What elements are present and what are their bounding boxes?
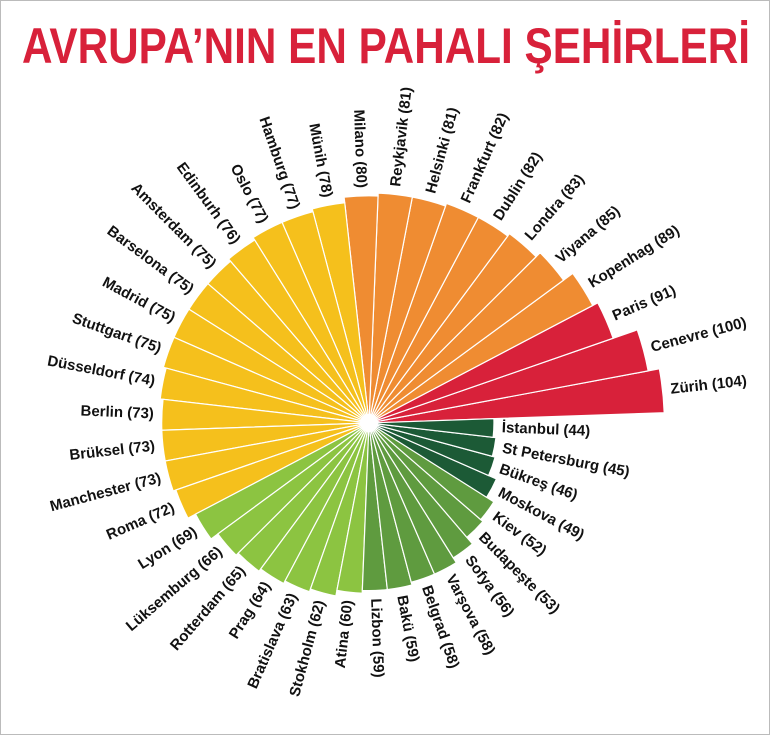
bar-Rotterdam <box>237 422 370 573</box>
label-Oslo: Oslo (77) <box>227 161 272 226</box>
label-Atina: Atina (60) <box>332 599 357 669</box>
bar-Lüksemburg <box>217 422 370 557</box>
bar-Kopenhag <box>368 272 594 424</box>
bar-Bükreş <box>368 422 496 477</box>
bar-Londra <box>368 232 537 424</box>
label-İstanbul: İstanbul (44) <box>502 419 591 440</box>
label-Zürih: Zürih (104) <box>670 372 748 397</box>
label-Helsinki: Helsinki (81) <box>422 106 461 196</box>
bar-Atina <box>336 422 370 594</box>
label-Milano: Milano (80) <box>350 109 370 188</box>
bar-Sofya <box>368 422 474 559</box>
bar-Budapeşte <box>368 422 484 539</box>
label-Roma: Roma (72) <box>104 499 177 543</box>
bar-Moskova <box>368 422 498 499</box>
bar-Stokholm <box>309 422 370 597</box>
bar-Oslo <box>252 221 370 424</box>
label-Stuttgart: Stuttgart (75) <box>70 310 164 357</box>
label-Bakü: Bakü (59) <box>393 594 422 664</box>
bar-Reykjavik <box>368 192 414 424</box>
center-hole <box>360 414 378 432</box>
bar-Prag <box>259 422 370 585</box>
bar-Düsseldorf <box>159 367 370 424</box>
bar-Kiev <box>368 422 495 521</box>
bar-Paris <box>368 301 614 424</box>
bar-Lyon <box>194 422 370 540</box>
bar-Cenevre <box>368 329 649 424</box>
label-Dublin: Dublin (82) <box>490 149 546 224</box>
bar-Stuttgart <box>162 336 370 424</box>
label-Berlin: Berlin (73) <box>80 402 154 422</box>
label-Hamburg: Hamburg (77) <box>255 115 303 212</box>
label-Viyana: Viyana (85) <box>553 203 624 267</box>
bar-Viyana <box>368 251 565 424</box>
label-Lizbon: Lizbon (59) <box>367 598 387 678</box>
label-Paris: Paris (91) <box>610 282 679 324</box>
bar-Milano <box>343 195 379 424</box>
label-Düsseldorf: Düsseldorf (74) <box>46 352 156 389</box>
label-Reykjavik: Reykjavik (81) <box>387 86 415 187</box>
bar-İstanbul <box>368 418 495 438</box>
bar-Manchester <box>164 422 370 492</box>
bar-Bratislava <box>284 422 370 593</box>
label-Brüksel: Brüksel (73) <box>69 438 156 464</box>
label-Manchester: Manchester (73) <box>48 469 163 515</box>
bar-Frankfurt <box>368 202 480 424</box>
bar-St Petersburg <box>368 422 497 458</box>
bar-Edinburh <box>227 239 370 424</box>
bar-Varşova <box>368 422 458 575</box>
chart-title: AVRUPA’NIN EN PAHALI ŞEHİRLERİ <box>22 18 750 74</box>
label-Münih: Münih (78) <box>305 122 335 199</box>
bar-Roma <box>175 422 370 519</box>
label-Cenevre: Cenevre (100) <box>649 314 748 356</box>
